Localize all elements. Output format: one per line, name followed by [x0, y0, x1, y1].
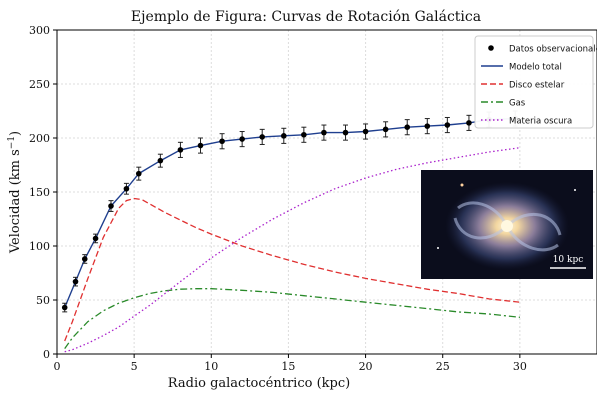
foreground-star — [574, 189, 576, 191]
y-tick-label: 200 — [29, 132, 50, 145]
x-tick-label: 10 — [204, 360, 218, 373]
data-point — [281, 133, 287, 139]
legend-marker — [488, 45, 494, 51]
legend: Datos observacionales Modelo total Disco e… — [474, 35, 597, 129]
data-point — [61, 304, 68, 311]
data-point — [382, 126, 389, 133]
data-point — [321, 129, 327, 136]
galaxy-spiral-arms — [453, 201, 562, 252]
y-tick-label: 100 — [29, 240, 50, 253]
data-point — [135, 170, 142, 177]
data-point — [466, 120, 472, 126]
y-tick-label: 0 — [43, 348, 50, 361]
data-point — [342, 129, 349, 136]
data-point — [72, 278, 79, 285]
data-point — [81, 256, 88, 262]
data-point — [424, 123, 431, 129]
x-tick-label: 20 — [359, 360, 373, 373]
x-axis-label: Radio galactocéntrico (kpc) — [168, 376, 350, 391]
legend-box — [474, 35, 594, 129]
x-tick-label: 30 — [513, 360, 527, 373]
data-point — [259, 134, 266, 140]
x-tick-label: 15 — [281, 360, 295, 373]
data-point — [123, 185, 130, 192]
y-tick-label: 300 — [29, 24, 50, 37]
y-tick-label: 250 — [29, 78, 50, 91]
legend-label: Materia oscura — [509, 117, 572, 127]
data-point — [108, 203, 114, 209]
chart-title: Ejemplo de Figura: Curvas de Rotación Ga… — [131, 9, 481, 25]
x-tick-label: 25 — [436, 360, 450, 373]
data-point — [157, 157, 164, 164]
legend-label: Modelo total — [509, 63, 562, 73]
series-line-disco-estelar — [64, 197, 520, 342]
data-point — [219, 138, 225, 145]
observation-points — [61, 110, 519, 313]
data-point — [177, 147, 184, 153]
galaxy-bulge — [501, 220, 513, 232]
x-tick-label: 5 — [131, 360, 138, 373]
y-axis-label: Velocidad (km s−1) — [7, 131, 23, 254]
data-point — [239, 136, 245, 142]
foreground-star — [460, 183, 464, 187]
scale-bar-label: 10 kpc — [553, 255, 584, 265]
galaxy-inset: 10 kpc — [421, 170, 593, 279]
legend-label: Datos observacionales — [509, 45, 597, 55]
data-point — [92, 235, 99, 242]
foreground-star — [437, 247, 439, 249]
data-point — [404, 124, 411, 130]
y-tick-label: 150 — [29, 186, 50, 199]
data-point — [301, 131, 307, 138]
x-tick-label: 0 — [54, 360, 61, 373]
y-tick-label: 50 — [36, 294, 50, 307]
data-point — [444, 122, 451, 128]
data-point — [362, 128, 369, 135]
legend-label: Disco estelar — [509, 81, 565, 91]
series-line-gas — [64, 288, 520, 349]
data-point — [197, 142, 204, 149]
legend-label: Gas — [509, 99, 526, 109]
